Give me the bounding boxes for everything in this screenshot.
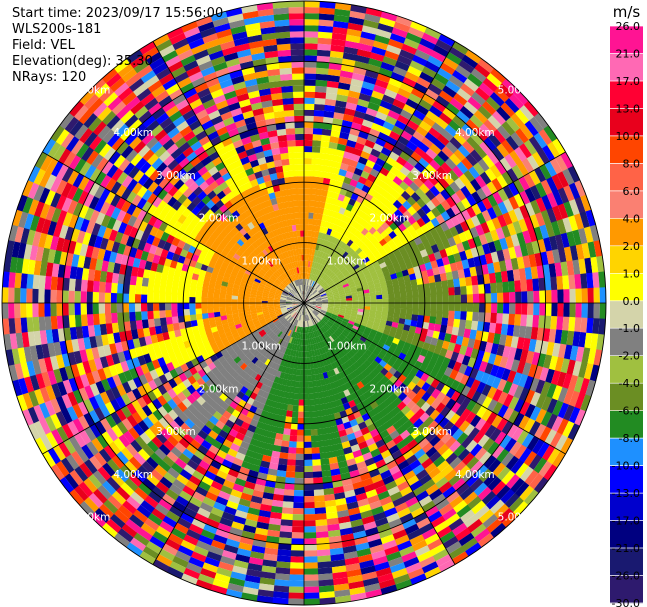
colorbar-swatch (610, 548, 643, 576)
colorbar-tick-label: 8.0 (623, 157, 641, 170)
colorbar-unit: m/s (613, 3, 641, 21)
colorbar-swatch (610, 108, 643, 137)
colorbar-swatch (610, 300, 643, 329)
colorbar-swatch (610, 273, 643, 302)
colorbar-swatch (610, 410, 643, 439)
colorbar-tick-label: -26.0 (612, 570, 640, 583)
range-ring-label: 3.00km (156, 170, 196, 182)
elevation-label: Elevation(deg): 35.30 (12, 54, 153, 69)
colorbar-swatch (610, 438, 643, 467)
range-ring-label: 4.00km (113, 469, 153, 481)
colorbar-swatch (610, 355, 643, 384)
range-ring-label: 4.00km (455, 469, 495, 481)
colorbar-tick-label: 0.0 (623, 295, 641, 308)
range-ring-label: 1.00km (327, 341, 367, 353)
colorbar-tick-label: -6.0 (619, 405, 640, 418)
range-ring-label: 3.00km (412, 426, 452, 438)
colorbar-tick-label: 17.0 (616, 75, 641, 88)
colorbar-tick-label: -1.0 (619, 322, 640, 335)
colorbar-swatch (610, 53, 643, 82)
colorbar-swatch (610, 190, 643, 219)
colorbar-swatch (610, 465, 643, 494)
azimuth-spokes (2, 1, 606, 605)
colorbar-tick-label: -30.0 (612, 597, 640, 607)
colorbar-tick-label: -2.0 (619, 350, 640, 363)
colorbar-swatch (610, 328, 643, 357)
colorbar-swatch (610, 81, 643, 109)
colorbar-tick-label: -17.0 (612, 515, 640, 528)
range-ring-label: 3.00km (156, 426, 196, 438)
colorbar-swatch (610, 383, 643, 412)
range-ring (243, 242, 365, 364)
colorbar-swatch (610, 26, 643, 54)
colorbar-swatch (610, 218, 643, 247)
range-ring (182, 181, 426, 425)
colorbar-tick-label: 10.0 (616, 130, 641, 143)
range-ring (122, 121, 486, 485)
ppi-plot: 1.00km 1.00km 1.00km 1.00km 2.00km 2.00km 2.00… (1, 0, 607, 606)
colorbar-tick-label: -13.0 (612, 487, 640, 500)
colorbar-tick-label: -21.0 (612, 542, 640, 555)
range-ring-label: 2.00km (370, 383, 410, 395)
range-ring-label: 4.00km (455, 127, 495, 139)
start-time-label: Start time: 2023/09/17 15:56:00 (12, 6, 224, 21)
colorbar-tick-label: 4.0 (623, 212, 641, 225)
range-ring-label: 5.00km (71, 512, 111, 524)
range-ring-label: 1.00km (327, 255, 367, 267)
range-ring-label: 1.00km (241, 255, 281, 267)
range-ring-label: 5.00km (498, 512, 538, 524)
colorbar-tick-label: 21.0 (616, 48, 641, 61)
colorbar-swatch (610, 245, 643, 274)
range-ring-label: 2.00km (199, 213, 239, 225)
colorbar-tick-label: 13.0 (616, 102, 641, 115)
range-ring-label: 4.00km (113, 127, 153, 139)
range-ring-label: 2.00km (370, 213, 410, 225)
range-ring-label: 3.00km (412, 170, 452, 182)
range-ring (1, 0, 607, 606)
range-ring-label: 5.00km (498, 85, 538, 97)
range-rings: 1.00km 1.00km 1.00km 1.00km 2.00km 2.00km 2.00… (1, 0, 607, 606)
range-ring-label: 1.00km (241, 341, 281, 353)
colorbar-tick-label: 26.0 (616, 20, 641, 33)
colorbar-swatch (610, 163, 643, 192)
colorbar-tick-label: -4.0 (619, 377, 640, 390)
colorbar-swatch (610, 135, 643, 164)
colorbar-tick-label: -10.0 (612, 460, 640, 473)
range-ring (61, 60, 547, 546)
colorbar-swatch (610, 520, 643, 549)
colorbar-tick-label: 2.0 (623, 240, 641, 253)
range-ring-label: 2.00km (199, 383, 239, 395)
colorbar-swatch (610, 493, 643, 522)
colorbar-tick-label: -8.0 (619, 432, 640, 445)
colorbar-tick-label: 6.0 (623, 185, 641, 198)
range-ring-label: 5.00km (71, 85, 111, 97)
field-label: Field: VEL (12, 38, 75, 53)
instrument-label: WLS200s-181 (12, 22, 102, 37)
colorbar-tick-label: 1.0 (623, 267, 641, 280)
colorbar-swatch (610, 575, 643, 604)
nrays-label: NRays: 120 (12, 70, 87, 85)
